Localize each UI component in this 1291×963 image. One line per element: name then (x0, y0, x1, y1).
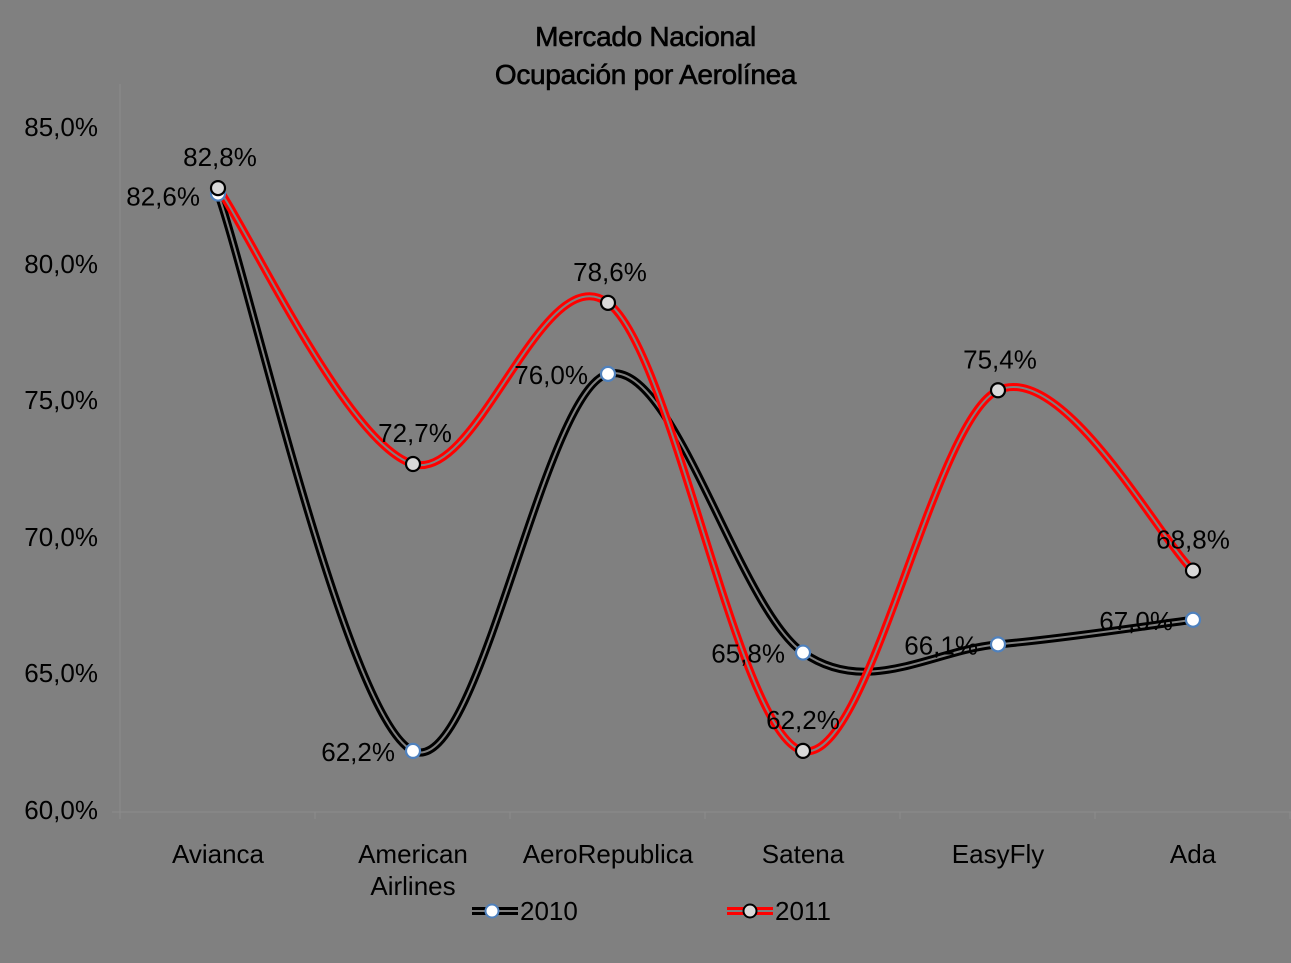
data-label-2011: 68,8% (1156, 525, 1230, 555)
chart-title-line2: Ocupación por Aerolínea (494, 59, 797, 91)
x-tick-label: AeroRepublica (522, 839, 694, 869)
data-label-2010: 67,0% (1099, 606, 1173, 636)
data-label-2011: 78,6% (573, 257, 647, 287)
y-tick-label: 75,0% (24, 385, 98, 416)
data-point-2011[interactable] (989, 382, 1007, 399)
y-tick-label: 60,0% (24, 795, 98, 825)
y-tick-label: 65,0% (24, 658, 98, 689)
series-2010 (214, 192, 1194, 757)
legend-label-2010: 2010 (520, 895, 578, 926)
data-point-2010[interactable] (1184, 611, 1202, 628)
data-point-2010[interactable] (599, 365, 617, 382)
y-tick-label: 85,0% (24, 112, 98, 142)
data-point-2011[interactable] (209, 180, 227, 197)
data-label-2011: 82,8% (183, 142, 257, 172)
x-tick-label: Avianca (171, 839, 265, 869)
data-label-2010: 65,8% (711, 639, 785, 669)
y-tick-label: 70,0% (24, 521, 98, 552)
data-label-2011: 62,2% (766, 705, 840, 735)
series-line-2010 (214, 192, 1194, 757)
data-label-2011: 72,7% (378, 418, 452, 448)
legend-label-2011: 2011 (775, 895, 831, 926)
x-tick-label: EasyFly (951, 839, 1045, 869)
y-tick-label: 80,0% (24, 248, 98, 279)
data-point-2011[interactable] (1184, 562, 1202, 579)
x-tick-label: Satena (761, 839, 845, 869)
data-label-2010: 76,0% (514, 360, 588, 390)
data-point-2010[interactable] (404, 742, 422, 759)
data-label-2010: 66,1% (904, 630, 978, 660)
legend-marker-2010-icon (472, 903, 518, 919)
x-tick-label: American Airlines (358, 839, 468, 901)
data-point-2010[interactable] (794, 644, 812, 661)
data-point-2011[interactable] (599, 294, 617, 311)
data-label-2010: 62,2% (321, 737, 395, 767)
data-point-2011[interactable] (794, 742, 812, 759)
chart-title-line1: Mercado Nacional (535, 21, 757, 53)
data-label-2010: 82,6% (126, 182, 200, 212)
legend-item-2010[interactable]: 2010 (470, 894, 578, 928)
chart-title: Mercado Nacional Ocupación por Aerolínea (0, 18, 1291, 94)
legend-item-2011[interactable]: 2011 (725, 894, 831, 928)
data-point-2011[interactable] (404, 455, 422, 473)
data-label-2011: 75,4% (963, 344, 1037, 374)
data-point-2010[interactable] (989, 636, 1007, 653)
x-tick-label: Ada (1169, 839, 1217, 869)
legend-marker-2011-icon (727, 903, 773, 919)
